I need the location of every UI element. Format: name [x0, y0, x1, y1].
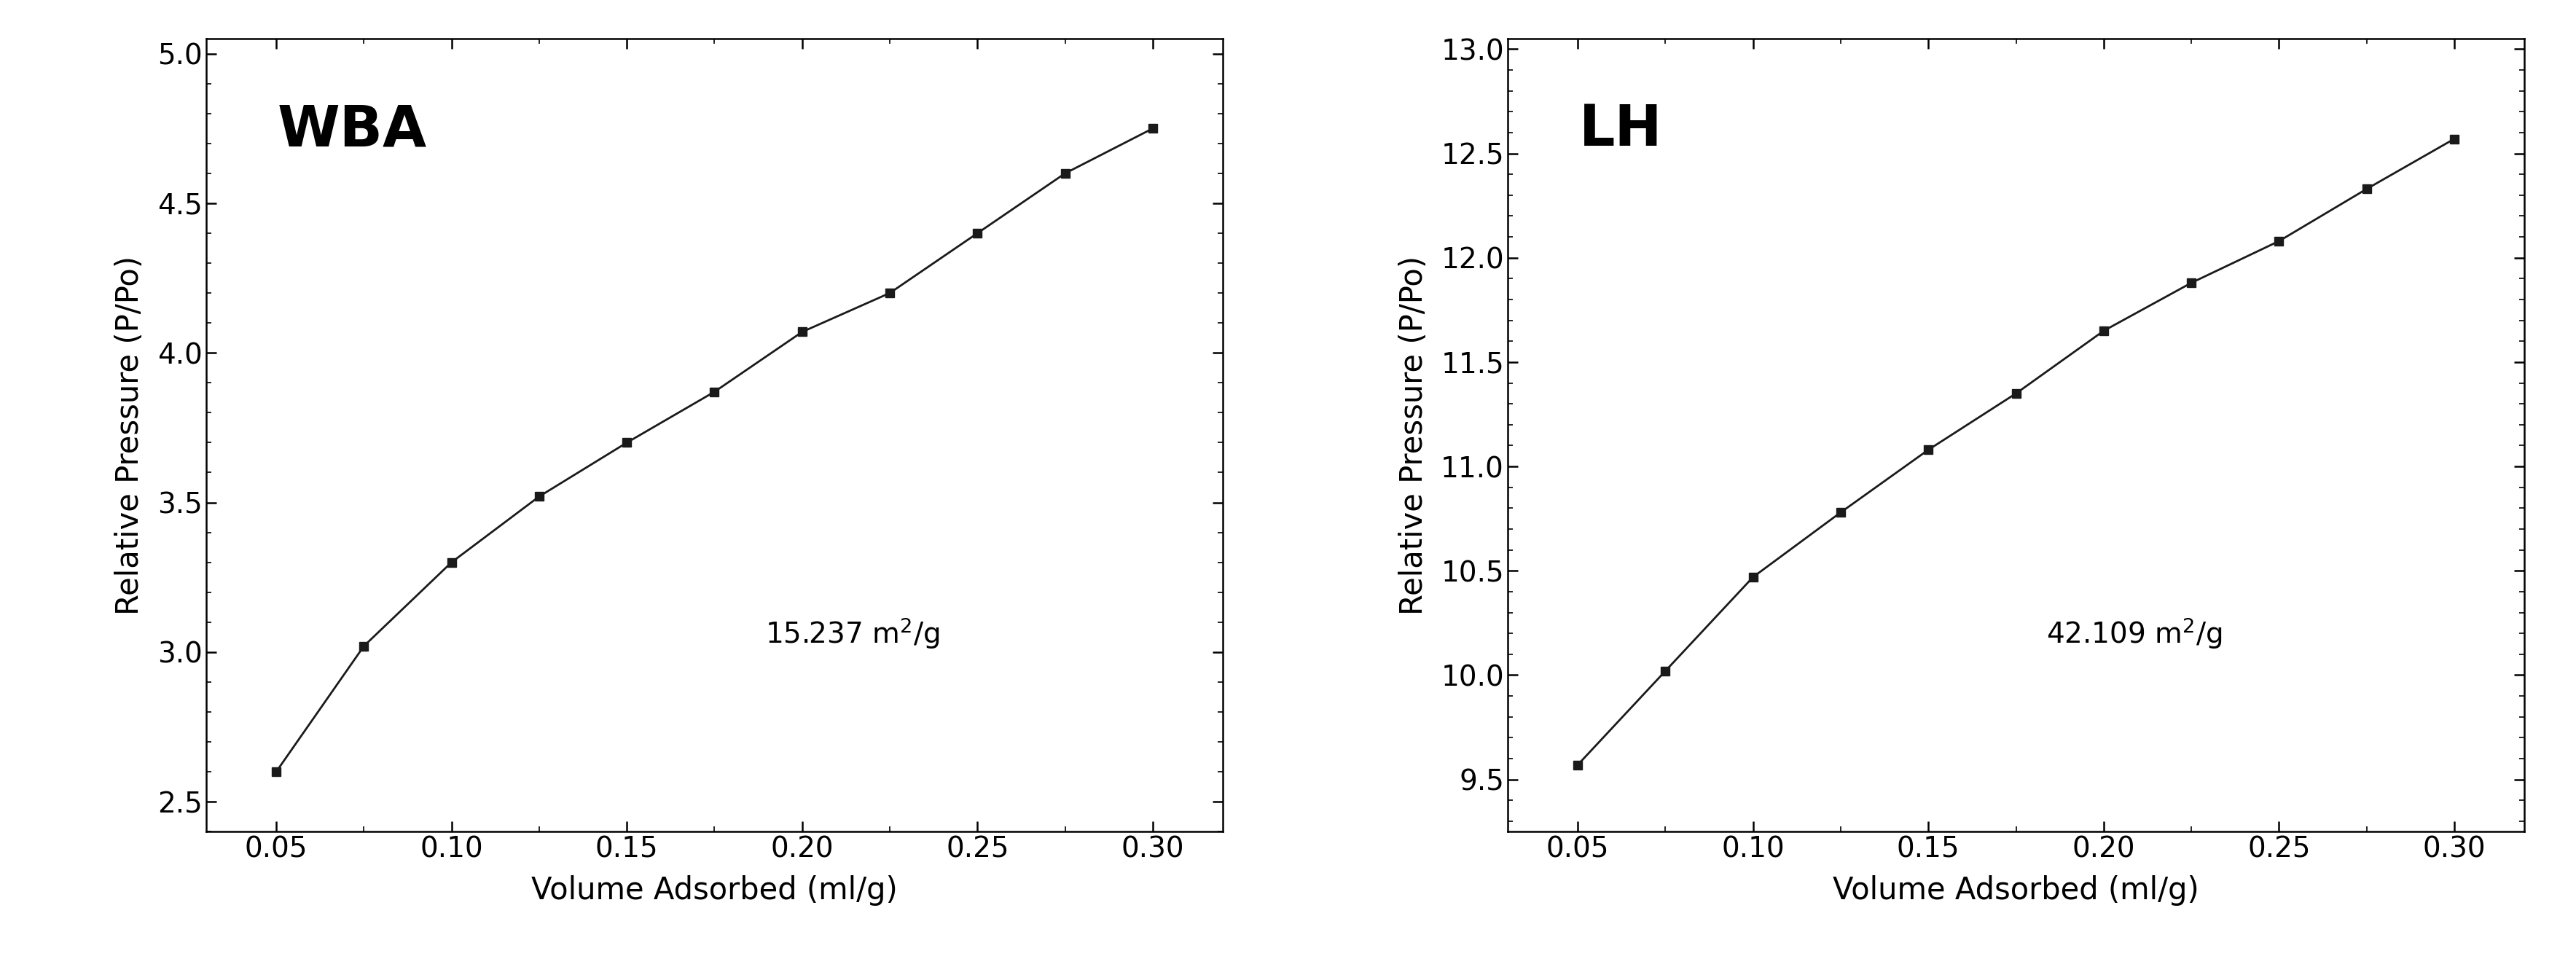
Text: LH: LH: [1579, 103, 1662, 158]
Text: WBA: WBA: [278, 103, 428, 158]
Y-axis label: Relative Pressure (P/Po): Relative Pressure (P/Po): [1399, 255, 1430, 615]
X-axis label: Volume Adsorbed (ml/g): Volume Adsorbed (ml/g): [1834, 875, 2200, 906]
Text: $\mathregular{15.237\ m^{2}/g}$: $\mathregular{15.237\ m^{2}/g}$: [765, 616, 940, 651]
Y-axis label: Relative Pressure (P/Po): Relative Pressure (P/Po): [116, 255, 144, 615]
Text: $\mathregular{42.109\ m^{2}/g}$: $\mathregular{42.109\ m^{2}/g}$: [2045, 616, 2223, 651]
X-axis label: Volume Adsorbed (ml/g): Volume Adsorbed (ml/g): [531, 875, 896, 906]
